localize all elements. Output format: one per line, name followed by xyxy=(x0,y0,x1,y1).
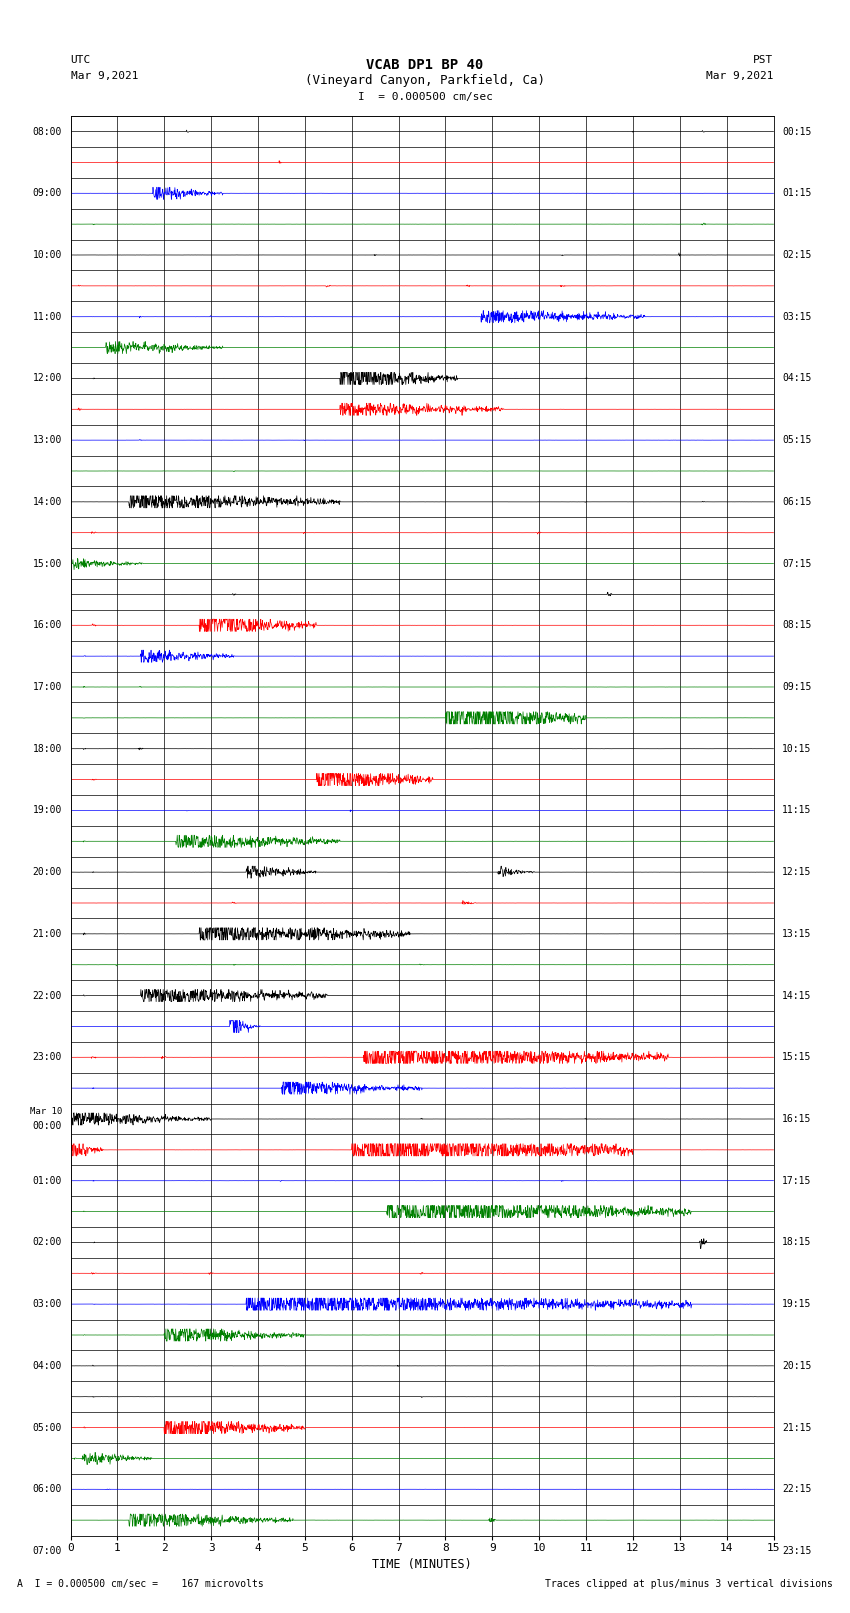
Text: 18:00: 18:00 xyxy=(33,744,62,753)
Text: 06:00: 06:00 xyxy=(33,1484,62,1494)
Text: 22:15: 22:15 xyxy=(782,1484,811,1494)
Text: (Vineyard Canyon, Parkfield, Ca): (Vineyard Canyon, Parkfield, Ca) xyxy=(305,74,545,87)
Text: 19:15: 19:15 xyxy=(782,1298,811,1310)
Text: 08:00: 08:00 xyxy=(33,126,62,137)
Text: 17:15: 17:15 xyxy=(782,1176,811,1186)
Text: Mar 9,2021: Mar 9,2021 xyxy=(71,71,138,81)
Text: 17:00: 17:00 xyxy=(33,682,62,692)
Text: 20:15: 20:15 xyxy=(782,1361,811,1371)
Text: 09:15: 09:15 xyxy=(782,682,811,692)
Text: 07:00: 07:00 xyxy=(33,1545,62,1557)
Text: 00:00: 00:00 xyxy=(33,1121,62,1131)
Text: 08:15: 08:15 xyxy=(782,621,811,631)
Text: 03:00: 03:00 xyxy=(33,1298,62,1310)
Text: 11:15: 11:15 xyxy=(782,805,811,816)
Text: 10:15: 10:15 xyxy=(782,744,811,753)
Text: Traces clipped at plus/minus 3 vertical divisions: Traces clipped at plus/minus 3 vertical … xyxy=(545,1579,833,1589)
Text: 00:15: 00:15 xyxy=(782,126,811,137)
Text: 03:15: 03:15 xyxy=(782,311,811,321)
Text: 04:00: 04:00 xyxy=(33,1361,62,1371)
Text: 16:00: 16:00 xyxy=(33,621,62,631)
Text: 05:00: 05:00 xyxy=(33,1423,62,1432)
Text: Mar 9,2021: Mar 9,2021 xyxy=(706,71,774,81)
Text: 06:15: 06:15 xyxy=(782,497,811,506)
Text: 02:15: 02:15 xyxy=(782,250,811,260)
Text: 22:00: 22:00 xyxy=(33,990,62,1000)
Text: UTC: UTC xyxy=(71,55,91,65)
Text: 05:15: 05:15 xyxy=(782,436,811,445)
Text: 11:00: 11:00 xyxy=(33,311,62,321)
Text: 04:15: 04:15 xyxy=(782,374,811,384)
Text: 23:00: 23:00 xyxy=(33,1052,62,1063)
Text: A  I = 0.000500 cm/sec =    167 microvolts: A I = 0.000500 cm/sec = 167 microvolts xyxy=(17,1579,264,1589)
Text: 12:15: 12:15 xyxy=(782,868,811,877)
Text: 21:15: 21:15 xyxy=(782,1423,811,1432)
Text: 15:00: 15:00 xyxy=(33,558,62,568)
Text: 09:00: 09:00 xyxy=(33,189,62,198)
Text: 15:15: 15:15 xyxy=(782,1052,811,1063)
Text: 19:00: 19:00 xyxy=(33,805,62,816)
Text: 01:00: 01:00 xyxy=(33,1176,62,1186)
Text: 12:00: 12:00 xyxy=(33,374,62,384)
Text: VCAB DP1 BP 40: VCAB DP1 BP 40 xyxy=(366,58,484,71)
Text: 21:00: 21:00 xyxy=(33,929,62,939)
Text: I  = 0.000500 cm/sec: I = 0.000500 cm/sec xyxy=(358,92,492,102)
Text: 14:15: 14:15 xyxy=(782,990,811,1000)
Text: 16:15: 16:15 xyxy=(782,1115,811,1124)
Text: 13:15: 13:15 xyxy=(782,929,811,939)
Text: 20:00: 20:00 xyxy=(33,868,62,877)
Text: 23:15: 23:15 xyxy=(782,1545,811,1557)
Text: PST: PST xyxy=(753,55,774,65)
X-axis label: TIME (MINUTES): TIME (MINUTES) xyxy=(372,1558,472,1571)
Text: 13:00: 13:00 xyxy=(33,436,62,445)
Text: 14:00: 14:00 xyxy=(33,497,62,506)
Text: 02:00: 02:00 xyxy=(33,1237,62,1247)
Text: 10:00: 10:00 xyxy=(33,250,62,260)
Text: 07:15: 07:15 xyxy=(782,558,811,568)
Text: 18:15: 18:15 xyxy=(782,1237,811,1247)
Text: 01:15: 01:15 xyxy=(782,189,811,198)
Text: Mar 10: Mar 10 xyxy=(30,1108,62,1116)
